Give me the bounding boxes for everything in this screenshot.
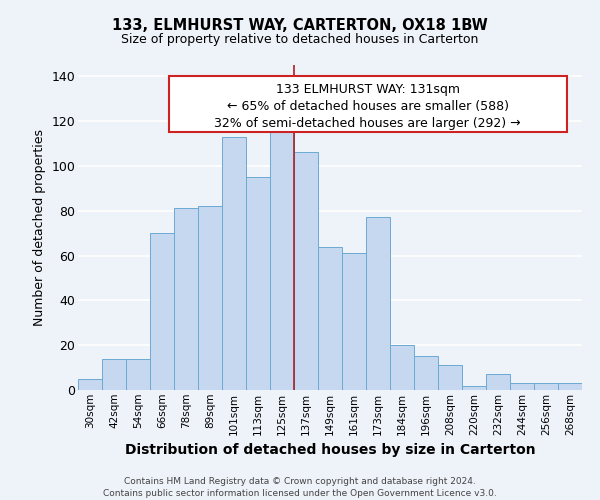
Bar — [294, 152, 318, 390]
Bar — [270, 130, 294, 390]
Bar — [150, 233, 174, 390]
Bar — [486, 374, 510, 390]
FancyBboxPatch shape — [169, 76, 567, 132]
Bar — [390, 345, 414, 390]
Text: Contains public sector information licensed under the Open Government Licence v3: Contains public sector information licen… — [103, 489, 497, 498]
Bar — [366, 218, 390, 390]
Bar — [246, 177, 270, 390]
Bar — [534, 384, 558, 390]
Bar — [342, 254, 366, 390]
Bar — [318, 246, 342, 390]
Y-axis label: Number of detached properties: Number of detached properties — [33, 129, 46, 326]
Bar — [78, 379, 102, 390]
Bar — [438, 366, 462, 390]
Bar — [198, 206, 222, 390]
Text: Contains HM Land Registry data © Crown copyright and database right 2024.: Contains HM Land Registry data © Crown c… — [124, 478, 476, 486]
Bar — [558, 384, 582, 390]
Bar — [174, 208, 198, 390]
Text: Size of property relative to detached houses in Carterton: Size of property relative to detached ho… — [121, 32, 479, 46]
Text: 32% of semi-detached houses are larger (292) →: 32% of semi-detached houses are larger (… — [214, 118, 521, 130]
Bar — [102, 358, 126, 390]
Bar — [126, 358, 150, 390]
Bar — [222, 136, 246, 390]
Bar — [510, 384, 534, 390]
Text: 133, ELMHURST WAY, CARTERTON, OX18 1BW: 133, ELMHURST WAY, CARTERTON, OX18 1BW — [112, 18, 488, 32]
Bar — [414, 356, 438, 390]
Text: 133 ELMHURST WAY: 131sqm: 133 ELMHURST WAY: 131sqm — [276, 83, 460, 96]
Text: ← 65% of detached houses are smaller (588): ← 65% of detached houses are smaller (58… — [227, 100, 509, 113]
X-axis label: Distribution of detached houses by size in Carterton: Distribution of detached houses by size … — [125, 443, 535, 457]
Bar — [462, 386, 486, 390]
